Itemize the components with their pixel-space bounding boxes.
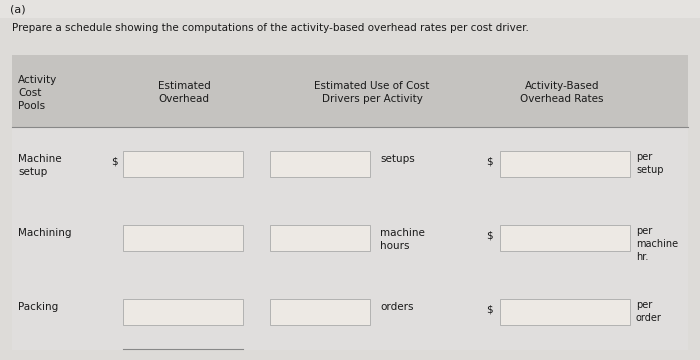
Bar [500,299,630,325]
Text: Packing: Packing [18,302,58,312]
Text: $: $ [111,157,118,167]
Bar [123,299,243,325]
Text: setups: setups [380,154,414,164]
Text: Activity-Based
Overhead Rates: Activity-Based Overhead Rates [520,81,603,104]
Bar [123,151,243,177]
Bar [12,55,688,127]
Bar [270,151,370,177]
Bar [0,18,700,50]
Text: per
machine
hr.: per machine hr. [636,226,678,262]
Text: $: $ [486,305,493,315]
Text: $: $ [486,157,493,167]
Text: (a): (a) [10,5,26,15]
Text: Estimated
Overhead: Estimated Overhead [158,81,211,104]
Text: per
order: per order [636,300,662,323]
Text: Machining: Machining [18,228,71,238]
Bar [270,299,370,325]
Bar [123,225,243,251]
Text: orders: orders [380,302,414,312]
Text: Estimated Use of Cost
Drivers per Activity: Estimated Use of Cost Drivers per Activi… [314,81,430,104]
Bar [500,225,630,251]
Text: Machine
setup: Machine setup [18,154,62,177]
Bar [0,0,700,18]
Text: per
setup: per setup [636,152,664,175]
Bar [500,151,630,177]
Text: Activity
Cost
Pools: Activity Cost Pools [18,75,57,111]
Text: machine
hours: machine hours [380,228,425,251]
Bar [12,55,688,350]
Bar [270,225,370,251]
Text: $: $ [486,231,493,241]
Text: Prepare a schedule showing the computations of the activity-based overhead rates: Prepare a schedule showing the computati… [12,23,529,33]
